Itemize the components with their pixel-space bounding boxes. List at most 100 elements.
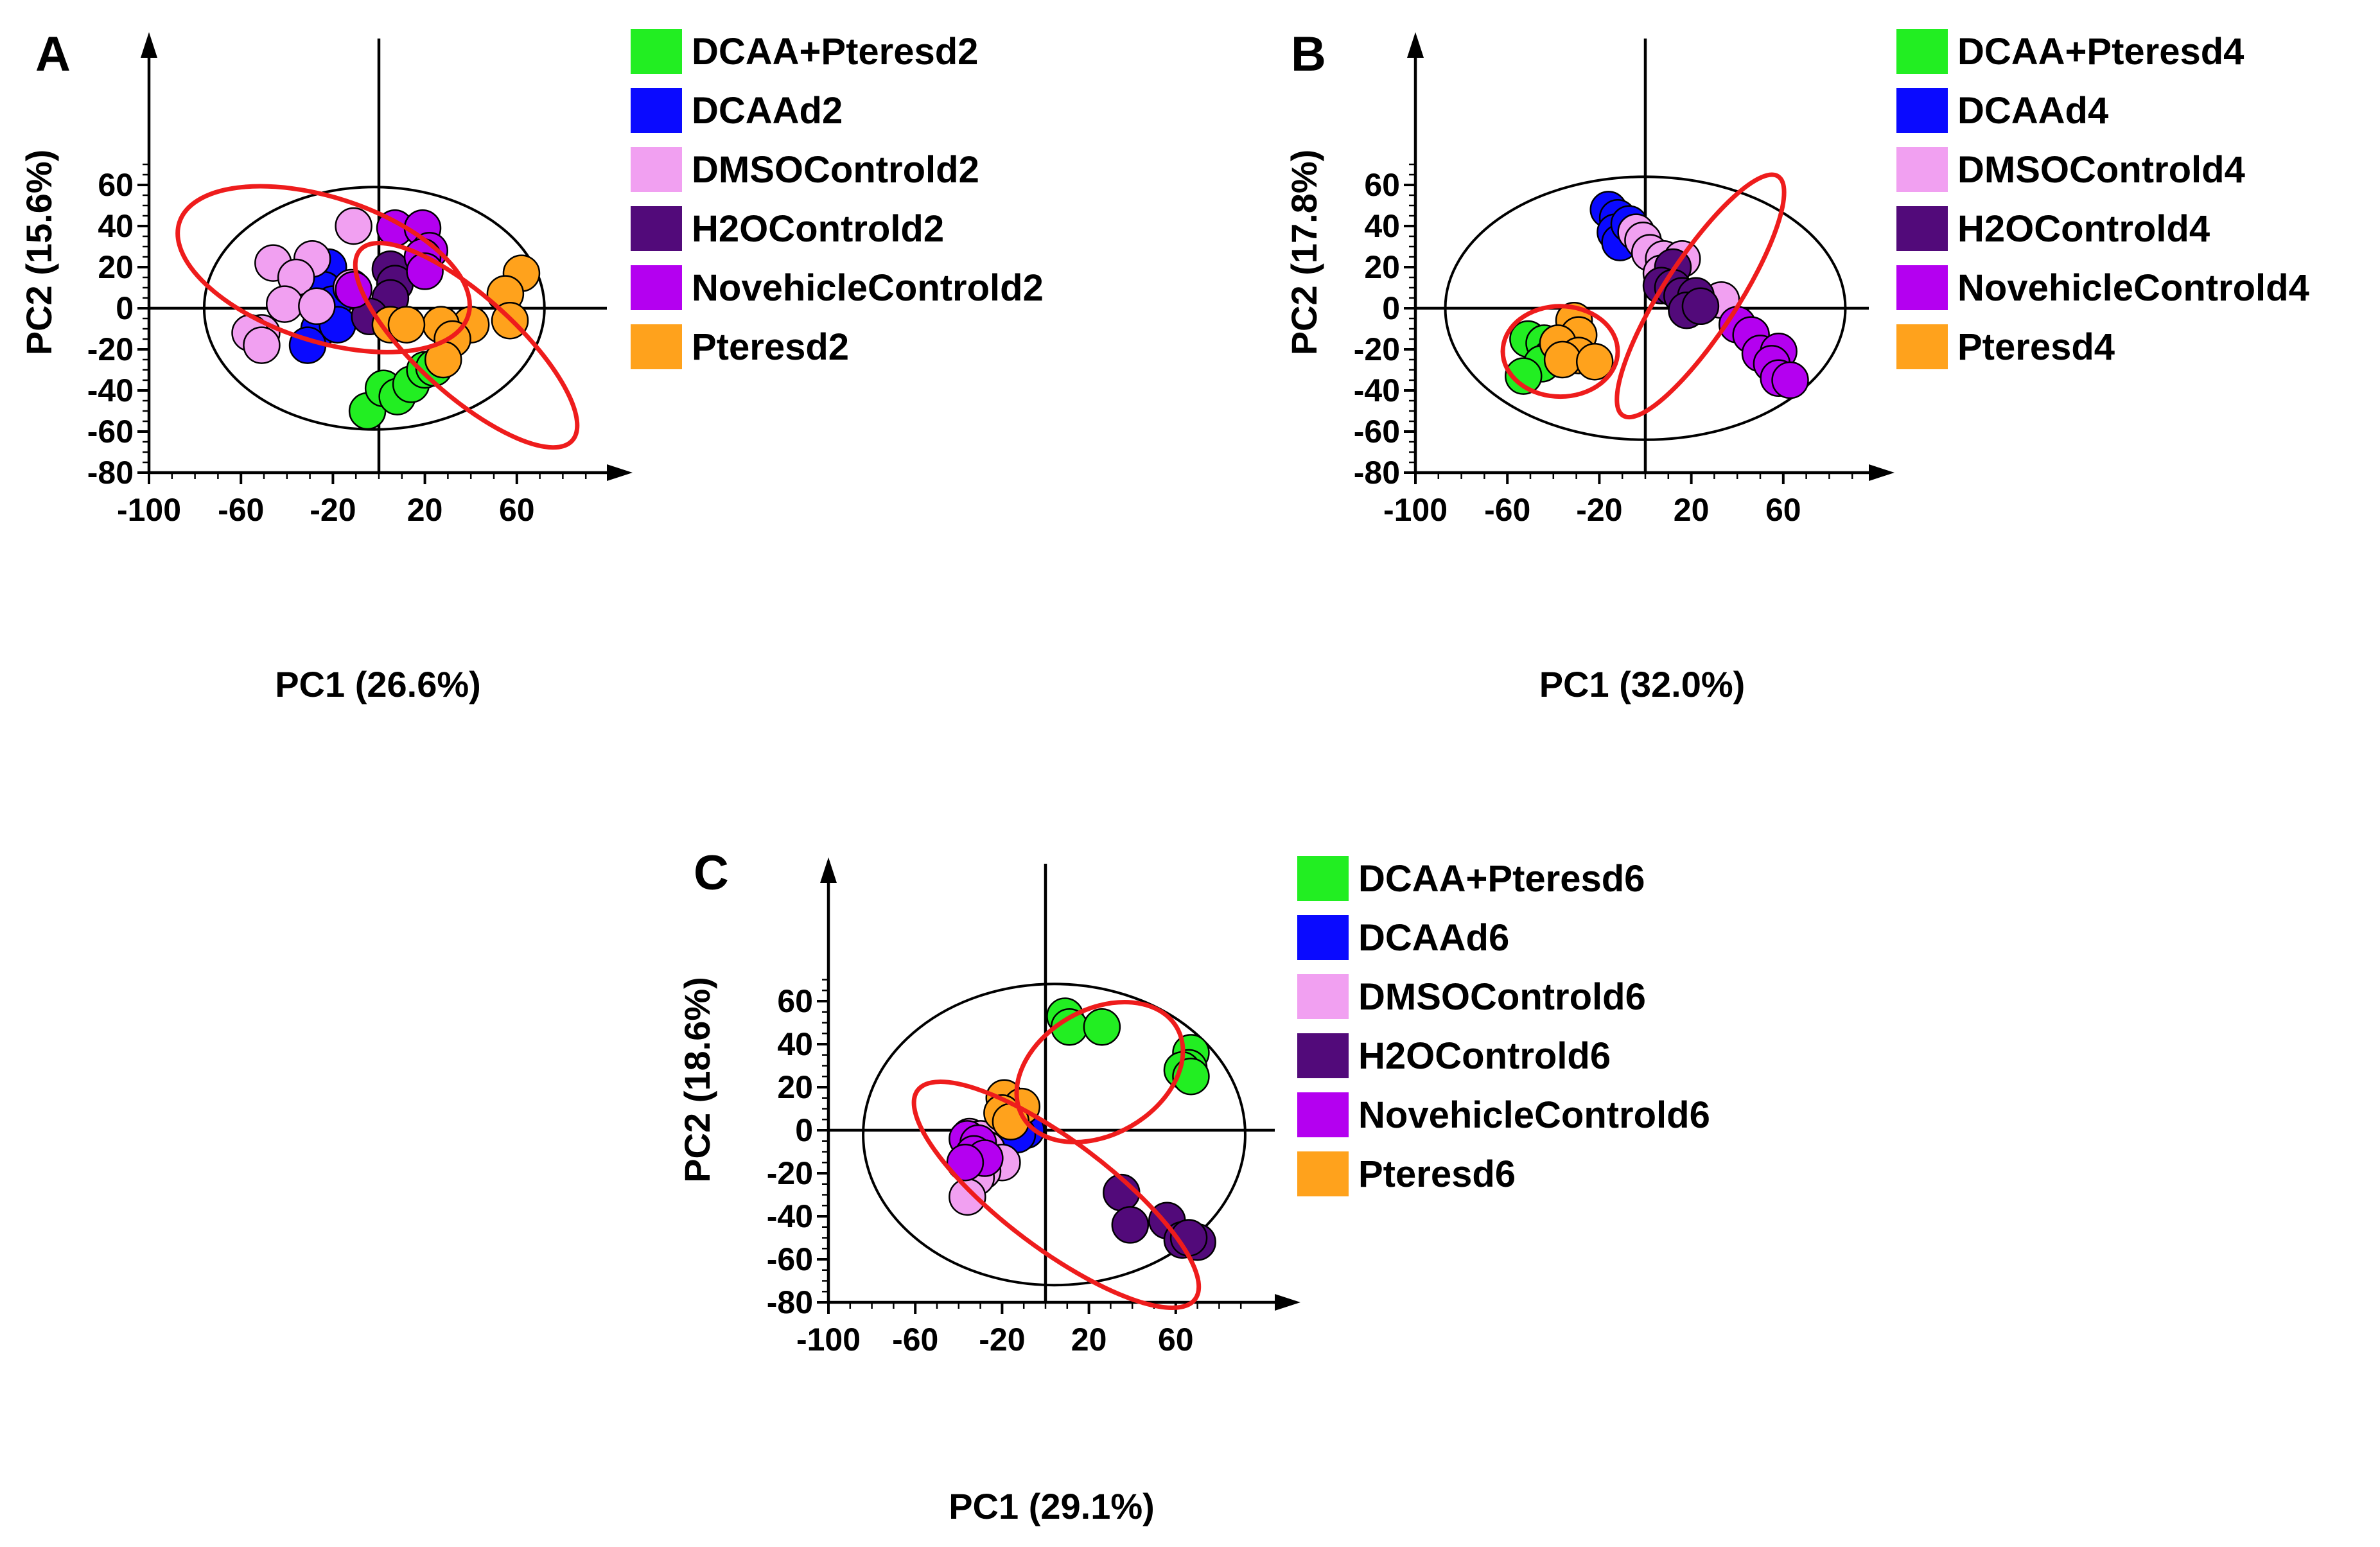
legend-swatch <box>1297 1033 1349 1078</box>
y-tick-label: -40 <box>1354 372 1400 408</box>
y-tick-label: 60 <box>1364 167 1400 203</box>
y-tick-label: 60 <box>777 983 813 1019</box>
legend-swatch <box>631 265 682 310</box>
legend-swatch <box>1896 88 1948 133</box>
data-point <box>265 285 304 323</box>
y-axis-title: PC2 (18.6%) <box>677 977 717 1183</box>
x-tick-label: 60 <box>1765 492 1801 528</box>
legend-swatch <box>1297 1151 1349 1196</box>
data-point <box>387 306 426 344</box>
y-axis-title: PC2 (17.8%) <box>1284 150 1324 356</box>
legend-swatch <box>631 206 682 251</box>
panel-label: C <box>694 846 729 900</box>
cluster-ellipse <box>1614 172 1787 420</box>
x-tick-label: -20 <box>310 492 356 528</box>
panel-b: B -80 -60 -40 -20 0 20 40 60 -100 -60 -20 20 60 PC1 (3… <box>1284 27 2309 704</box>
legend-swatch <box>1297 856 1349 901</box>
y-tick-label: 40 <box>98 208 134 244</box>
legend-swatch <box>631 88 682 133</box>
legend-label: DMSOControld2 <box>692 149 979 191</box>
legend-swatch <box>1896 324 1948 369</box>
x-axis-arrow <box>1275 1294 1300 1311</box>
y-tick-label: 0 <box>795 1112 813 1148</box>
y-tick-label: 0 <box>1382 290 1400 326</box>
legend-swatch <box>1896 265 1948 310</box>
y-tick-label: -60 <box>1354 414 1400 450</box>
data-point <box>243 326 281 364</box>
series-dcaa-pteresd6 <box>1046 997 1210 1096</box>
panel-label: B <box>1291 27 1326 82</box>
legend-swatch <box>1297 915 1349 960</box>
legend-label: NovehicleControld6 <box>1358 1094 1710 1136</box>
legend-swatch <box>1297 974 1349 1019</box>
y-tick-label: -20 <box>767 1155 813 1191</box>
x-tick-label: -20 <box>979 1322 1025 1358</box>
legend-label: H2OControld2 <box>692 208 944 250</box>
y-tick-label: -40 <box>767 1198 813 1234</box>
x-tick-label: 20 <box>1071 1322 1107 1358</box>
cluster-ellipse <box>353 240 580 450</box>
x-tick-label: 60 <box>499 492 535 528</box>
legend-label: NovehicleControld4 <box>1957 267 2309 309</box>
x-axis-arrow <box>607 464 633 481</box>
x-axis-title: PC1 (32.0%) <box>1539 664 1746 704</box>
data-point <box>1575 342 1614 381</box>
y-tick-label: -40 <box>87 372 134 408</box>
x-tick-label: 20 <box>407 492 443 528</box>
x-tick-label: 60 <box>1158 1322 1194 1358</box>
x-tick-label: -100 <box>1383 492 1448 528</box>
series-pteresd4 <box>1539 301 1614 381</box>
data-point <box>1505 357 1543 395</box>
legend: DCAA+Pteresd4 DCAAd4 DMSOControld4 H2OContr… <box>1896 29 2309 369</box>
legend-label: DCAA+Pteresd4 <box>1957 31 2244 73</box>
series-novehiclecontrold4 <box>1718 306 1809 399</box>
data-point <box>335 207 372 245</box>
legend-swatch <box>1896 29 1948 74</box>
legend-label: Pteresd6 <box>1358 1153 1516 1195</box>
y-tick-label: -60 <box>87 414 134 450</box>
y-tick-label: 40 <box>1364 208 1400 244</box>
legend-swatch <box>631 29 682 74</box>
x-axis-title: PC1 (29.1%) <box>949 1486 1155 1526</box>
legend-label: H2OControld6 <box>1358 1035 1611 1077</box>
legend-label: DCAAd6 <box>1358 917 1509 959</box>
y-tick-label: 20 <box>1364 249 1400 285</box>
x-tick-label: -60 <box>892 1322 938 1358</box>
x-axis-title: PC1 (26.6%) <box>275 664 481 704</box>
y-axis-arrow <box>820 857 837 883</box>
x-tick-label: -20 <box>1576 492 1622 528</box>
x-tick-label: -100 <box>796 1322 861 1358</box>
legend-swatch <box>1896 147 1948 192</box>
y-tick-label: -80 <box>1354 455 1400 491</box>
data-point <box>949 1178 986 1216</box>
series-pteresd2 <box>371 254 541 379</box>
confidence-ellipse <box>1444 175 1847 441</box>
legend-label: NovehicleControld2 <box>692 267 1044 309</box>
x-tick-label: -60 <box>218 492 264 528</box>
y-tick-label: -20 <box>1354 331 1400 367</box>
data-point <box>298 287 336 326</box>
legend: DCAA+Pteresd2 DCAAd2 DMSOControld2 H2OContr… <box>631 29 1044 369</box>
legend-label: DMSOControld6 <box>1358 976 1646 1018</box>
cluster-ellipse <box>1500 304 1620 399</box>
data-point <box>1681 287 1720 326</box>
cluster-ellipse <box>1014 1000 1186 1145</box>
panel-a: A -80 -60 -40 -20 0 20 40 60 -100 -60 -20 20 60 PC1 (2… <box>19 27 1044 704</box>
y-axis-title: PC2 (15.6%) <box>19 150 59 356</box>
y-tick-label: 0 <box>116 290 134 326</box>
cluster-ellipse <box>911 1079 1202 1310</box>
legend-label: H2OControld4 <box>1957 208 2210 250</box>
legend-label: Pteresd4 <box>1957 326 2115 368</box>
x-tick-label: -100 <box>117 492 181 528</box>
y-tick-label: 20 <box>777 1069 813 1105</box>
data-point <box>1083 1008 1121 1046</box>
legend-label: DCAAd4 <box>1957 90 2108 132</box>
legend-swatch <box>1896 206 1948 251</box>
data-point <box>946 1144 984 1182</box>
data-point <box>1111 1206 1150 1244</box>
y-tick-label: 40 <box>777 1026 813 1062</box>
data-point <box>1771 361 1809 399</box>
y-tick-label: -20 <box>87 331 134 367</box>
y-tick-label: 20 <box>98 249 134 285</box>
y-axis-arrow <box>141 32 157 58</box>
